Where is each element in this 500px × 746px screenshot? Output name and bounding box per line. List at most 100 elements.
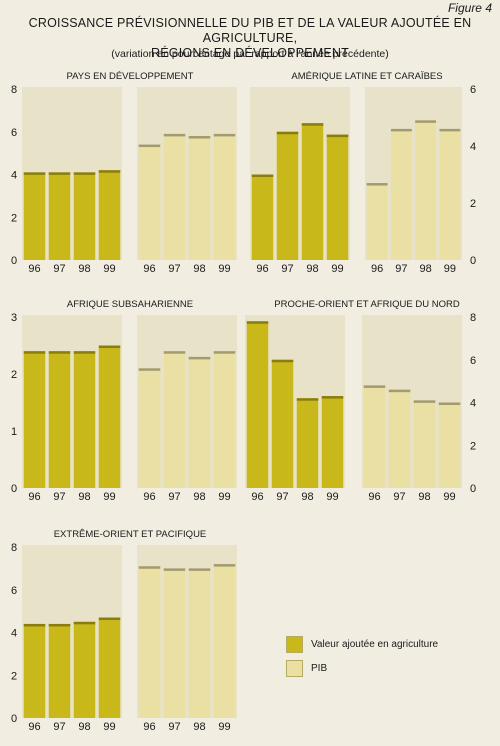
chart4-xtick-agri-99: 99 xyxy=(326,491,338,503)
chart4-xtick-pib-96: 96 xyxy=(368,491,380,503)
chart-subtitle: (variation en pourcentage par rapport à … xyxy=(111,48,389,60)
chart2-bar-agri-98 xyxy=(301,123,324,260)
chart1-xtick-agri-98: 98 xyxy=(78,263,90,275)
chart2-ytick-4: 4 xyxy=(470,141,476,153)
chart3-bar-agri-97 xyxy=(48,351,71,488)
chart4-bar-pib-99 xyxy=(438,402,461,488)
chart2-bar-pib-99 xyxy=(439,128,461,260)
chart5-bar-top-agri-99 xyxy=(98,617,121,621)
chart5-xtick-pib-98: 98 xyxy=(193,721,205,733)
chart2-bar-top-pib-97 xyxy=(390,128,412,132)
chart3-xtick-pib-98: 98 xyxy=(193,491,205,503)
chart3-title: AFRIQUE SUBSAHARIENNE xyxy=(67,299,193,310)
chart1-bar-agri-99 xyxy=(98,170,121,260)
chart5-ytick-8: 8 xyxy=(11,542,17,554)
chart5-xtick-pib-97: 97 xyxy=(168,721,180,733)
chart1-ytick-2: 2 xyxy=(11,212,17,224)
chart3-ytick-0: 0 xyxy=(11,483,17,495)
chart5-bar-top-pib-96 xyxy=(138,566,161,569)
chart5-bar-pib-99 xyxy=(213,564,236,718)
chart4-title: PROCHE-ORIENT ET AFRIQUE DU NORD xyxy=(274,299,460,310)
chart2-bar-agri-99 xyxy=(326,134,349,260)
chart2-bar-agri-96 xyxy=(251,174,274,260)
chart2-xtick-pib-99: 99 xyxy=(444,263,456,275)
chart4-bar-top-pib-99 xyxy=(438,402,461,405)
chart3-bar-pib-99 xyxy=(213,351,236,488)
legend: Valeur ajoutée en agriculture PIB xyxy=(286,632,438,680)
chart1-xtick-pib-98: 98 xyxy=(193,263,205,275)
chart3-ytick-3: 3 xyxy=(11,312,17,324)
chart1-bar-top-agri-98 xyxy=(73,172,96,175)
chart3-ytick-1: 1 xyxy=(11,426,17,438)
chart4-bar-top-agri-99 xyxy=(321,396,344,399)
chart5-ytick-0: 0 xyxy=(11,713,17,725)
chart5-title: EXTRÊME-ORIENT ET PACIFIQUE xyxy=(54,529,207,540)
chart3-xtick-agri-97: 97 xyxy=(53,491,65,503)
chart1-bar-pib-97 xyxy=(163,133,186,260)
chart4-bar-agri-98 xyxy=(296,398,319,488)
chart3-xtick-pib-97: 97 xyxy=(168,491,180,503)
chart2-bar-top-agri-99 xyxy=(326,134,349,138)
chart1-bar-pib-98 xyxy=(188,136,211,260)
chart2-bar-pib-98 xyxy=(415,120,437,260)
chart3-bar-pib-96 xyxy=(138,368,161,488)
chart2-ytick-6: 6 xyxy=(470,84,476,96)
chart3-bar-pib-98 xyxy=(188,356,211,488)
chart4-xtick-agri-96: 96 xyxy=(251,491,263,503)
figure-label: Figure 4 xyxy=(447,1,492,15)
chart1-bar-top-agri-99 xyxy=(98,170,121,173)
chart5-bar-top-pib-98 xyxy=(188,568,211,571)
chart4-ytick-2: 2 xyxy=(470,440,476,452)
chart4-bar-top-pib-96 xyxy=(363,385,386,388)
chart2-bar-agri-97 xyxy=(276,131,299,260)
chart1-ytick-8: 8 xyxy=(11,84,17,96)
chart4-xtick-pib-99: 99 xyxy=(443,491,455,503)
chart4-xtick-agri-98: 98 xyxy=(301,491,313,503)
chart4-bar-pib-97 xyxy=(388,389,411,488)
chart1-xtick-agri-97: 97 xyxy=(53,263,65,275)
chart5-xtick-agri-96: 96 xyxy=(28,721,40,733)
chart3-bar-top-pib-96 xyxy=(138,368,161,371)
chart2-xtick-agri-96: 96 xyxy=(256,263,268,275)
chart1-xtick-pib-97: 97 xyxy=(168,263,180,275)
chart3-bar-top-agri-96 xyxy=(23,351,46,354)
legend-item-agri: Valeur ajoutée en agriculture xyxy=(286,632,438,656)
chart1-bar-top-pib-99 xyxy=(213,133,236,137)
chart2-bar-top-pib-99 xyxy=(439,128,461,132)
chart1-xtick-pib-96: 96 xyxy=(143,263,155,275)
chart3-bar-top-pib-97 xyxy=(163,351,186,354)
chart2-bar-top-agri-96 xyxy=(251,174,274,177)
chart4-xtick-pib-98: 98 xyxy=(418,491,430,503)
chart2-xtick-pib-97: 97 xyxy=(395,263,407,275)
chart5-ytick-4: 4 xyxy=(11,628,17,640)
chart1-bar-agri-97 xyxy=(48,172,71,260)
chart1-bar-top-pib-98 xyxy=(188,136,211,139)
chart5-xtick-pib-99: 99 xyxy=(218,721,230,733)
chart5-bar-pib-96 xyxy=(138,566,161,718)
chart4-bar-agri-99 xyxy=(321,396,344,488)
chart4-ytick-8: 8 xyxy=(470,312,476,324)
chart1-bar-top-agri-97 xyxy=(48,172,71,175)
chart4-bar-top-pib-98 xyxy=(413,400,436,403)
chart2-bar-pib-97 xyxy=(390,128,412,260)
legend-swatch-agri xyxy=(286,635,303,653)
chart3-bar-pib-97 xyxy=(163,351,186,488)
chart4-bar-agri-96 xyxy=(246,321,269,488)
chart4-xtick-pib-97: 97 xyxy=(393,491,405,503)
chart4-bar-top-agri-97 xyxy=(271,359,294,363)
legend-item-pib: PIB xyxy=(286,656,438,680)
legend-swatch-pib xyxy=(286,659,303,677)
chart1-bar-agri-96 xyxy=(23,172,46,260)
chart3-bar-top-pib-99 xyxy=(213,351,236,354)
chart3-bar-agri-96 xyxy=(23,351,46,488)
chart5-bar-agri-97 xyxy=(48,623,71,718)
chart2-title: AMÉRIQUE LATINE ET CARAÏBES xyxy=(291,71,442,82)
chart3-xtick-agri-98: 98 xyxy=(78,491,90,503)
chart4-ytick-4: 4 xyxy=(470,398,476,410)
chart1-bar-pib-99 xyxy=(213,133,236,260)
chart3-bar-agri-98 xyxy=(73,351,96,488)
chart2-xtick-agri-99: 99 xyxy=(331,263,343,275)
chart5-ytick-6: 6 xyxy=(11,585,17,597)
chart5-bar-top-agri-98 xyxy=(73,621,96,625)
chart5-xtick-agri-99: 99 xyxy=(103,721,115,733)
